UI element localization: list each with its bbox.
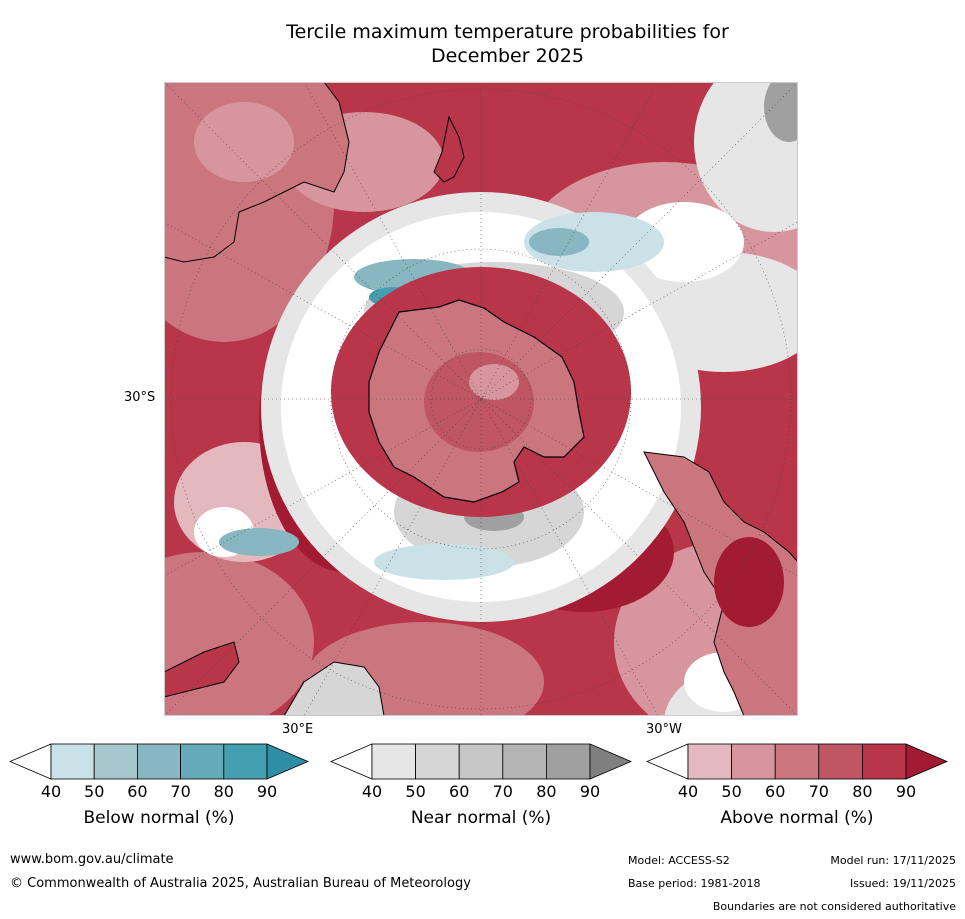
colorbar-below-normal-svg xyxy=(9,743,309,780)
footer-base-period: Base period: 1981-2018 xyxy=(628,877,761,890)
colorbar-tick-label: 90 xyxy=(579,782,601,801)
colorbar-extend-high xyxy=(589,743,632,780)
colorbar-near-normal-ticks: 40 50 60 70 80 90 xyxy=(330,782,632,802)
colorbar-swatch xyxy=(458,743,504,780)
title-line-1: Tercile maximum temperature probabilitie… xyxy=(286,21,729,43)
colorbar-tick-label: 40 xyxy=(361,782,383,801)
footer-copyright: © Commonwealth of Australia 2025, Austra… xyxy=(10,876,471,891)
colorbar-swatch xyxy=(136,743,181,780)
colorbar-tick-label: 60 xyxy=(449,782,470,801)
australia-interior xyxy=(194,102,294,182)
latitude-label-30s: 30°S xyxy=(124,390,156,405)
colorbar-tick-label: 60 xyxy=(127,782,148,801)
colorbar-below-normal-ticks: 40 50 60 70 80 90 xyxy=(9,782,309,802)
colorbar-extend-low xyxy=(330,743,373,780)
colorbar-tick-label: 80 xyxy=(213,782,234,801)
colorbar-swatch xyxy=(93,743,138,780)
antarctic-interior xyxy=(469,364,519,400)
colorbar-extend-high xyxy=(905,743,948,780)
region-patch xyxy=(764,82,798,142)
map-frame xyxy=(164,82,798,716)
colorbar-below-normal xyxy=(9,743,309,781)
teal-patch xyxy=(374,544,514,580)
madagascar-region xyxy=(283,661,385,716)
colorbar-extend-low xyxy=(9,743,52,780)
colorbar-tick-label: 60 xyxy=(765,782,786,801)
colorbar-tick-label: 50 xyxy=(84,782,105,801)
colorbar-swatch xyxy=(223,743,268,780)
colorbar-near-normal-label: Near normal (%) xyxy=(410,808,552,828)
teal-patch xyxy=(219,528,299,556)
teal-patch xyxy=(529,228,589,256)
colorbar-swatch xyxy=(371,743,416,780)
new-zealand-landmass xyxy=(433,115,465,183)
colorbar-swatch xyxy=(731,743,776,780)
colorbar-above-normal-label: Above normal (%) xyxy=(720,808,874,828)
graticule xyxy=(164,82,798,716)
colorbar-extend-low xyxy=(646,743,689,780)
colorbar-tick-label: 50 xyxy=(405,782,426,801)
africa-landmass xyxy=(164,641,240,698)
colorbar-tick-label: 40 xyxy=(40,782,62,801)
colorbar-near-normal xyxy=(330,743,632,781)
region-patch xyxy=(624,202,744,282)
colorbar-tick-label: 70 xyxy=(170,782,191,801)
colorbar-swatch xyxy=(861,743,907,780)
colorbar-swatch xyxy=(180,743,225,780)
footer-issued: Issued: 19/11/2025 xyxy=(849,877,956,890)
longitude-label-30w: 30°W xyxy=(646,722,682,737)
footer-disclaimer: Boundaries are not considered authoritat… xyxy=(712,900,956,913)
colorbar-swatch xyxy=(818,743,863,780)
colorbar-above-normal-svg xyxy=(646,743,948,780)
antarctic-interior xyxy=(424,352,534,452)
colorbar-tick-label: 70 xyxy=(492,782,513,801)
colorbar-swatch xyxy=(774,743,820,780)
colorbar-above-normal-ticks: 40 50 60 70 80 90 xyxy=(646,782,948,802)
map-canvas xyxy=(164,82,798,716)
teal-patch xyxy=(524,212,664,272)
colorbar-swatch xyxy=(502,743,547,780)
south-america-interior xyxy=(714,537,784,627)
colorbar-tick-label: 90 xyxy=(256,782,278,801)
probability-map[interactable] xyxy=(164,82,798,716)
colorbar-tick-label: 80 xyxy=(852,782,873,801)
colorbar-tick-label: 90 xyxy=(895,782,917,801)
colorbar-tick-label: 80 xyxy=(536,782,557,801)
colorbar-above-normal xyxy=(646,743,948,781)
colorbar-swatch xyxy=(415,743,460,780)
colorbar-below-normal-label: Below normal (%) xyxy=(83,808,235,828)
colorbar-extend-high xyxy=(266,743,309,780)
footer-website[interactable]: www.bom.gov.au/climate xyxy=(10,852,174,867)
colorbar-swatch xyxy=(50,743,95,780)
colorbar-near-normal-svg xyxy=(330,743,632,780)
colorbar-tick-label: 70 xyxy=(808,782,829,801)
colorbar-tick-label: 50 xyxy=(721,782,742,801)
colorbar-swatch xyxy=(687,743,732,780)
chart-title: Tercile maximum temperature probabilitie… xyxy=(160,20,855,68)
colorbar-swatch xyxy=(545,743,591,780)
longitude-label-30e: 30°E xyxy=(282,722,314,737)
footer-model-run: Model run: 17/11/2025 xyxy=(830,854,956,867)
title-line-2: December 2025 xyxy=(431,45,584,67)
footer-model: Model: ACCESS-S2 xyxy=(628,854,730,867)
colorbar-tick-label: 40 xyxy=(677,782,699,801)
